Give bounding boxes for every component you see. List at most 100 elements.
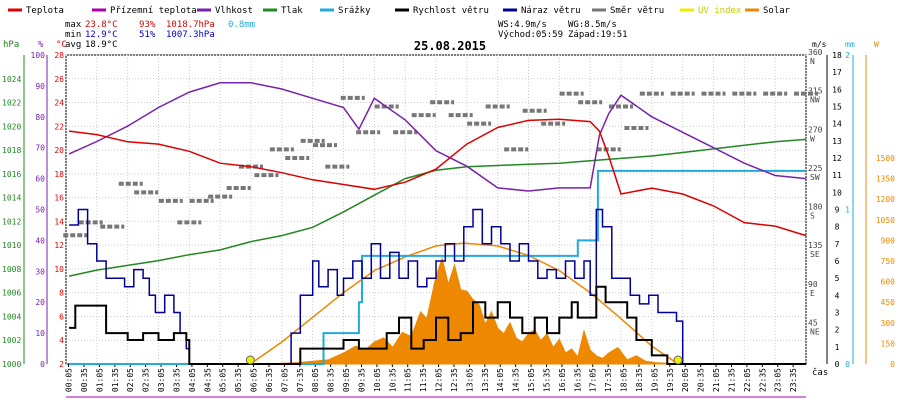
humidity-tick-2: 20 <box>35 298 45 307</box>
time-label-39: 19:35 <box>666 368 675 392</box>
direction-label-4: SW <box>810 173 820 182</box>
time-label-43: 21:35 <box>727 368 736 392</box>
time-label-46: 23:05 <box>774 368 783 392</box>
legend-label-0: Teplota <box>26 6 64 16</box>
time-label-10: 05:05 <box>219 368 228 392</box>
temperature-tick-12: 26 <box>54 75 64 84</box>
wind-tick-7: 7 <box>835 240 840 249</box>
temperature-axis-unit: °C <box>56 40 67 50</box>
legend-label-2: Vlhkost <box>215 6 253 16</box>
time-label-3: 01:35 <box>111 368 120 392</box>
x-axis-label: čas <box>812 367 828 378</box>
time-label-45: 22:35 <box>758 368 767 392</box>
time-label-25: 12:35 <box>450 368 459 392</box>
direction-tick-6: 315 <box>808 87 823 96</box>
time-label-29: 14:35 <box>512 368 521 392</box>
wind-tick-14: 14 <box>832 120 842 129</box>
humidity-tick-10: 100 <box>31 51 46 60</box>
time-label-24: 12:05 <box>435 368 444 392</box>
direction-tick-4: 225 <box>808 164 823 173</box>
stat-max-press: 1018.7hPa <box>166 20 215 30</box>
time-label-7: 03:35 <box>172 368 181 392</box>
direction-label-6: NW <box>810 96 820 105</box>
time-label-47: 23:35 <box>789 368 798 392</box>
direction-label-3: S <box>810 212 815 221</box>
legend-label-3: Tlak <box>281 6 303 16</box>
legend-label-7: Směr větru <box>610 6 664 16</box>
legend-label-1: Přízemní teplota <box>110 6 197 16</box>
direction-label-1: E <box>810 289 815 298</box>
stat-min-label: min <box>65 30 81 40</box>
direction-tick-1: 90 <box>808 280 818 289</box>
solar-tick-5: 750 <box>881 257 896 266</box>
temperature-tick-2: 6 <box>59 312 64 321</box>
temperature-tick-9: 20 <box>54 146 64 155</box>
temperature-tick-6: 14 <box>54 217 64 226</box>
wind-tick-5: 5 <box>835 274 840 283</box>
chart-title: 25.08.2015 <box>414 39 486 53</box>
pressure-tick-0: 1000 <box>2 360 21 369</box>
pressure-tick-10: 1020 <box>2 122 21 131</box>
time-label-44: 22:05 <box>743 368 752 392</box>
wind-tick-11: 11 <box>832 171 842 180</box>
temperature-tick-3: 8 <box>59 289 64 298</box>
direction-label-2: SE <box>810 250 820 259</box>
stat-wg: WG:8.5m/s <box>568 20 617 30</box>
pressure-tick-3: 1006 <box>2 289 21 298</box>
stat-ws: WS:4.9m/s <box>498 20 547 30</box>
temperature-tick-11: 24 <box>54 99 64 108</box>
wind-speed-line <box>69 285 806 365</box>
stat-max-hum: 93% <box>139 20 156 30</box>
direction-label-7: N <box>810 57 815 66</box>
time-label-12: 06:05 <box>250 368 259 392</box>
stats-panel: max 23.8°C 93% 1018.7hPa 0.8mm min 12.9°… <box>65 20 628 50</box>
time-label-9: 04:35 <box>203 368 212 392</box>
stat-avg-temp: 18.9°C <box>85 40 118 50</box>
time-label-28: 14:05 <box>496 368 505 392</box>
direction-tick-2: 135 <box>808 241 823 250</box>
wind-tick-10: 10 <box>832 188 842 197</box>
wind-tick-9: 9 <box>835 206 840 215</box>
direction-tick-7: 360 <box>808 48 823 57</box>
solar-tick-1: 150 <box>881 339 896 348</box>
time-label-16: 08:05 <box>311 368 320 392</box>
stat-min-hum: 51% <box>139 30 156 40</box>
time-label-23: 11:35 <box>419 368 428 392</box>
rain-tick-1: 1 <box>845 206 850 215</box>
pressure-tick-12: 1024 <box>2 75 21 84</box>
solar-tick-10: 1500 <box>876 154 895 163</box>
time-label-18: 09:05 <box>342 368 351 392</box>
wind-axis-unit: m/s <box>812 40 827 49</box>
temperature-tick-5: 12 <box>54 241 64 250</box>
direction-tick-5: 270 <box>808 125 823 134</box>
direction-label-5: W <box>810 134 815 143</box>
time-label-13: 06:35 <box>265 368 274 392</box>
time-label-19: 09:35 <box>357 368 366 392</box>
time-label-32: 16:05 <box>558 368 567 392</box>
direction-label-0: NE <box>810 327 820 336</box>
stat-max-label: max <box>65 20 82 30</box>
time-label-40: 20:05 <box>681 368 690 392</box>
legend: Teplota Přízemní teplota Vlhkost Tlak Srážky… <box>8 6 791 16</box>
humidity-tick-8: 80 <box>35 113 45 122</box>
stat-rain-total: 0.8mm <box>228 20 255 30</box>
solar-tick-8: 1200 <box>876 195 895 204</box>
wind-tick-16: 16 <box>832 85 842 94</box>
wind-tick-3: 3 <box>835 309 840 318</box>
time-label-27: 13:35 <box>481 368 490 392</box>
time-label-20: 10:05 <box>373 368 382 392</box>
pressure-tick-1: 1002 <box>2 336 21 345</box>
wind-tick-6: 6 <box>835 257 840 266</box>
wind-tick-2: 2 <box>835 326 840 335</box>
wind-tick-8: 8 <box>835 223 840 232</box>
time-label-34: 17:05 <box>589 368 598 392</box>
humidity-tick-5: 50 <box>35 206 45 215</box>
humidity-tick-0: 0 <box>40 360 45 369</box>
wind-tick-4: 4 <box>835 291 840 300</box>
legend-label-9: Solar <box>763 6 791 16</box>
wind-tick-15: 15 <box>832 103 842 112</box>
humidity-tick-9: 90 <box>35 82 45 91</box>
solar-tick-7: 1050 <box>876 216 895 225</box>
humidity-tick-1: 10 <box>35 329 45 338</box>
